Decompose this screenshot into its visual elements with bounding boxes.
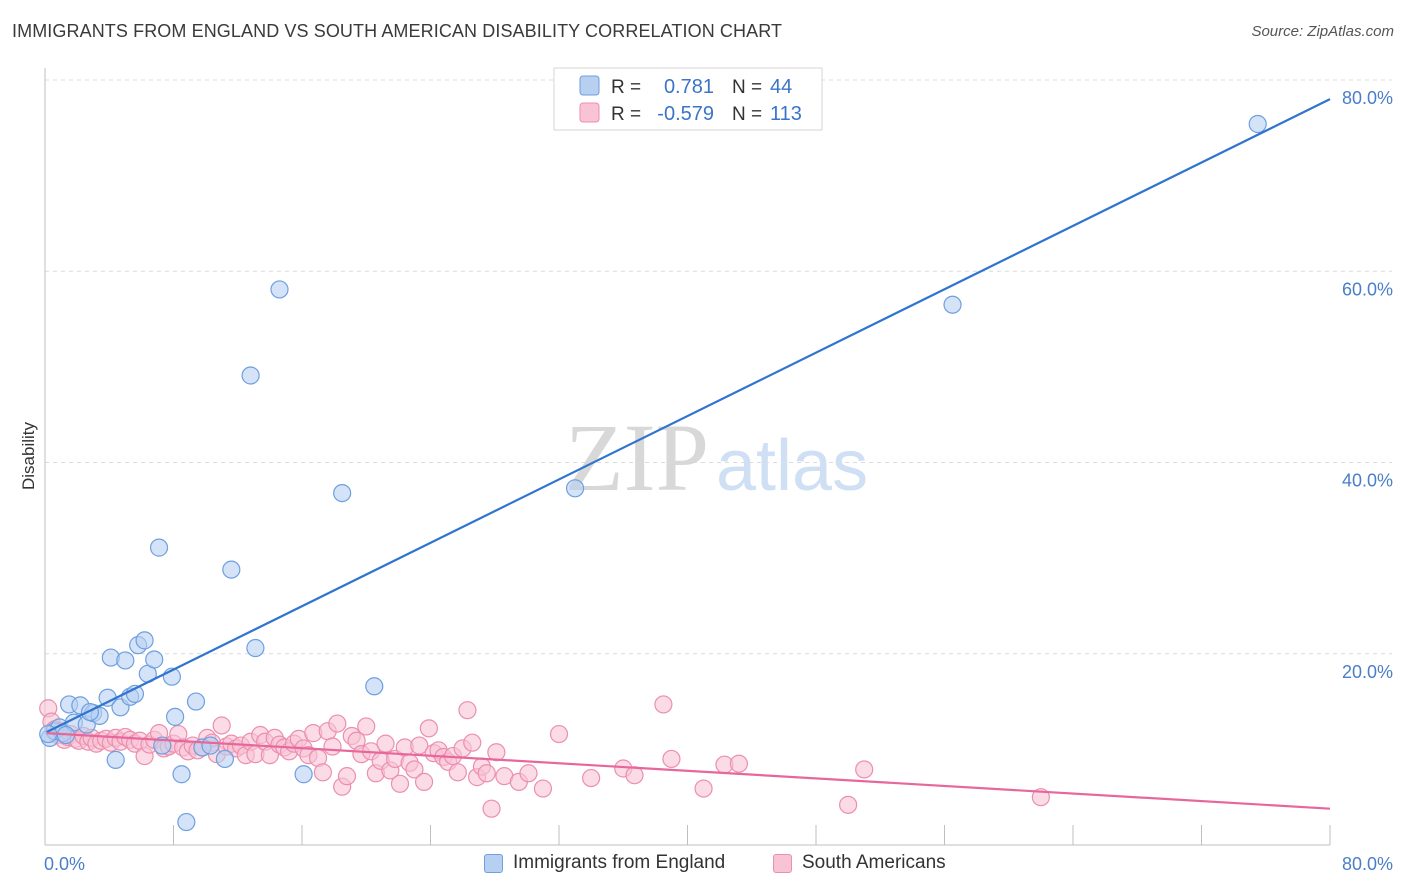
- south-americans-point: [212, 716, 231, 735]
- south-americans-points: [39, 695, 1050, 818]
- england-point: [241, 366, 260, 385]
- bottom-legend: Immigrants from England South Americans: [0, 852, 1406, 878]
- south-americans-point: [519, 764, 538, 783]
- south-americans-point: [487, 743, 506, 762]
- england-point: [365, 677, 384, 696]
- south-americans-point: [405, 760, 424, 779]
- england-point: [565, 479, 585, 498]
- england-swatch: [484, 853, 503, 873]
- england-point: [943, 295, 962, 314]
- south-americans-point: [323, 737, 342, 756]
- south-americans-point: [482, 799, 501, 818]
- y-axis-label: Disability: [19, 421, 38, 490]
- south-americans-point: [839, 795, 858, 814]
- england-point: [201, 736, 220, 755]
- england-point: [186, 692, 206, 711]
- south-americans-point: [582, 768, 601, 788]
- england-trend-line: [46, 98, 1331, 734]
- legend-r-value-1: 0.781: [664, 76, 714, 98]
- south-americans-point: [662, 749, 681, 769]
- legend-box: R = 0.781 N = 44 R = -0.579 N = 113: [553, 67, 823, 131]
- south-americans-point: [313, 763, 332, 782]
- south-americans-point: [357, 717, 376, 736]
- england-point: [177, 812, 196, 832]
- y-tick-label: 20.0%: [1342, 662, 1393, 682]
- bottom-legend-england: Immigrants from England: [484, 852, 725, 874]
- south-americans-point: [729, 754, 749, 773]
- south-americans-point: [694, 779, 713, 798]
- south-americans-point: [328, 714, 347, 733]
- england-point: [294, 765, 313, 784]
- england-point: [153, 736, 172, 755]
- south-americans-point: [414, 772, 434, 791]
- y-tick-label: 60.0%: [1342, 279, 1393, 299]
- england-label: Immigrants from England: [513, 852, 726, 873]
- england-point: [145, 650, 164, 669]
- south-americans-point: [458, 701, 477, 720]
- y-tick-label: 40.0%: [1342, 471, 1393, 491]
- legend-r-label-2: R =: [611, 104, 641, 125]
- bottom-legend-south-americans: South Americans: [773, 852, 946, 874]
- england-point: [222, 560, 241, 579]
- england-point: [135, 631, 154, 650]
- watermark-atlas: atlas: [716, 426, 868, 506]
- south-americans-point: [625, 766, 644, 785]
- england-point: [246, 638, 265, 658]
- legend-r-value-2: -0.579: [657, 103, 714, 125]
- legend-n-label-2: N =: [732, 104, 762, 125]
- south-americans-point: [549, 724, 569, 744]
- england-point: [80, 702, 100, 722]
- england-point: [116, 651, 135, 670]
- england-point: [333, 484, 352, 503]
- legend-r-label-1: R =: [611, 77, 641, 98]
- england-points: [39, 114, 1267, 832]
- south-americans-point: [390, 774, 410, 793]
- x-tick-label: 0.0%: [44, 854, 85, 874]
- legend-n-label-1: N =: [732, 77, 762, 98]
- legend-n-value-1: 44: [770, 76, 792, 98]
- south-americans-point: [855, 760, 874, 779]
- south-americans-point: [448, 763, 467, 782]
- axes: [44, 68, 1331, 846]
- south-americans-point: [376, 734, 395, 753]
- england-point: [166, 707, 185, 726]
- south-americans-point: [533, 779, 553, 798]
- england-point: [215, 749, 234, 769]
- legend-swatch-england: [579, 75, 600, 96]
- chart-title: IMMIGRANTS FROM ENGLAND VS SOUTH AMERICA…: [12, 21, 783, 41]
- england-point: [106, 750, 125, 769]
- tick-labels: 20.0% 40.0% 60.0% 80.0% 0.0% 80.0%: [44, 88, 1393, 874]
- england-point: [149, 538, 169, 557]
- south-americans-point: [419, 719, 438, 738]
- source-label: Source: ZipAtlas.com: [1251, 23, 1394, 40]
- y-tick-label: 80.0%: [1342, 88, 1393, 108]
- south-americans-trend-line: [46, 732, 1331, 810]
- legend-swatch-south-americans: [579, 102, 600, 123]
- south-americans-label: South Americans: [802, 852, 946, 873]
- grid-lines: [45, 79, 1392, 655]
- legend-n-value-2: 113: [770, 103, 802, 125]
- watermark: ZIP atlas: [565, 404, 868, 511]
- england-point: [1248, 114, 1267, 134]
- south-americans-swatch: [773, 853, 792, 873]
- watermark-zip: ZIP: [565, 404, 709, 511]
- south-americans-point: [477, 764, 496, 783]
- south-americans-point: [337, 767, 357, 786]
- england-point: [172, 765, 191, 784]
- england-point: [270, 280, 289, 299]
- south-americans-point: [654, 695, 673, 714]
- south-americans-point: [463, 733, 482, 752]
- trend-lines: [46, 98, 1331, 810]
- x-tick-label: 80.0%: [1342, 854, 1393, 874]
